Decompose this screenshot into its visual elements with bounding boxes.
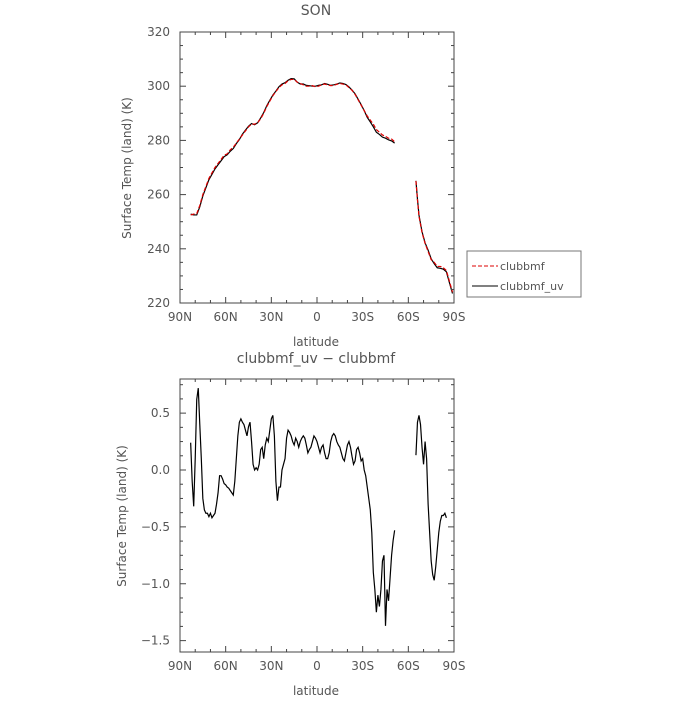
top-panel-legend: clubbmf clubbmf_uv [466, 250, 582, 298]
x-tick-label: 30S [351, 659, 374, 673]
series-line-clubbmf-uv-segment-0 [190, 77, 395, 216]
y-tick-label: 320 [147, 25, 170, 39]
bottom-panel-plot-area [190, 388, 447, 626]
bottom-panel: clubbmf_uv − clubbmf 90N 60N 30N 0 30S 60S 90S… [115, 351, 465, 698]
bottom-panel-title: clubbmf_uv − clubbmf [237, 351, 396, 367]
x-tick-label: 0 [313, 659, 321, 673]
x-tick-label: 90N [168, 659, 192, 673]
y-tick-label: −1.5 [141, 634, 170, 648]
bottom-panel-ticks: 90N 60N 30N 0 30S 60S 90S −1.5 −1.0 −0.5 0.0 0.5 [141, 379, 466, 673]
x-tick-label: 60S [397, 659, 420, 673]
x-tick-label: 90N [168, 310, 192, 324]
y-tick-label: 0.0 [151, 463, 170, 477]
bottom-panel-y-axis-label: Surface Temp (land) (K) [115, 445, 129, 587]
legend-label-clubbmf: clubbmf [500, 260, 546, 273]
y-tick-label: 240 [147, 242, 170, 256]
top-panel-ticks: 90N 60N 30N 0 30S 60S 90S 220 240 260 280 300 320 [147, 25, 465, 324]
y-tick-label: −1.0 [141, 577, 170, 591]
y-tick-label: 260 [147, 188, 170, 202]
top-panel-title: SON [301, 3, 331, 19]
legend-box [466, 250, 582, 298]
series-line-clubbmf-uv-clubbmf-segment-1 [415, 415, 447, 581]
series-line-clubbmf-segment-0 [190, 78, 396, 216]
y-tick-label: 280 [147, 133, 170, 147]
x-tick-label: 90S [443, 659, 466, 673]
y-tick-label: −0.5 [141, 520, 170, 534]
x-tick-label: 60S [397, 310, 420, 324]
legend-label-clubbmf-uv: clubbmf_uv [500, 280, 564, 293]
top-panel-y-axis-label: Surface Temp (land) (K) [120, 97, 134, 239]
top-panel-frame [179, 31, 455, 304]
x-tick-label: 30N [259, 310, 283, 324]
bottom-panel-frame [179, 378, 455, 653]
x-tick-label: 60N [214, 659, 238, 673]
y-tick-label: 0.5 [151, 406, 170, 420]
x-tick-label: 30N [259, 659, 283, 673]
top-panel: SON 90N 60N 30N 0 30S 60S 90S 220 240 260 280 300 32… [120, 3, 582, 349]
top-panel-plot-area [190, 77, 454, 294]
x-tick-label: 60N [214, 310, 238, 324]
x-tick-label: 30S [351, 310, 374, 324]
series-line-clubbmf-segment-1 [415, 181, 454, 293]
x-tick-label: 90S [443, 310, 466, 324]
x-tick-label: 0 [313, 310, 321, 324]
top-panel-x-axis-label: latitude [293, 335, 339, 349]
series-line-clubbmf-uv-clubbmf-segment-0 [190, 388, 396, 626]
y-tick-label: 220 [147, 296, 170, 310]
bottom-panel-x-axis-label: latitude [293, 684, 339, 698]
series-line-clubbmf-uv-segment-1 [415, 180, 454, 294]
y-tick-label: 300 [147, 79, 170, 93]
